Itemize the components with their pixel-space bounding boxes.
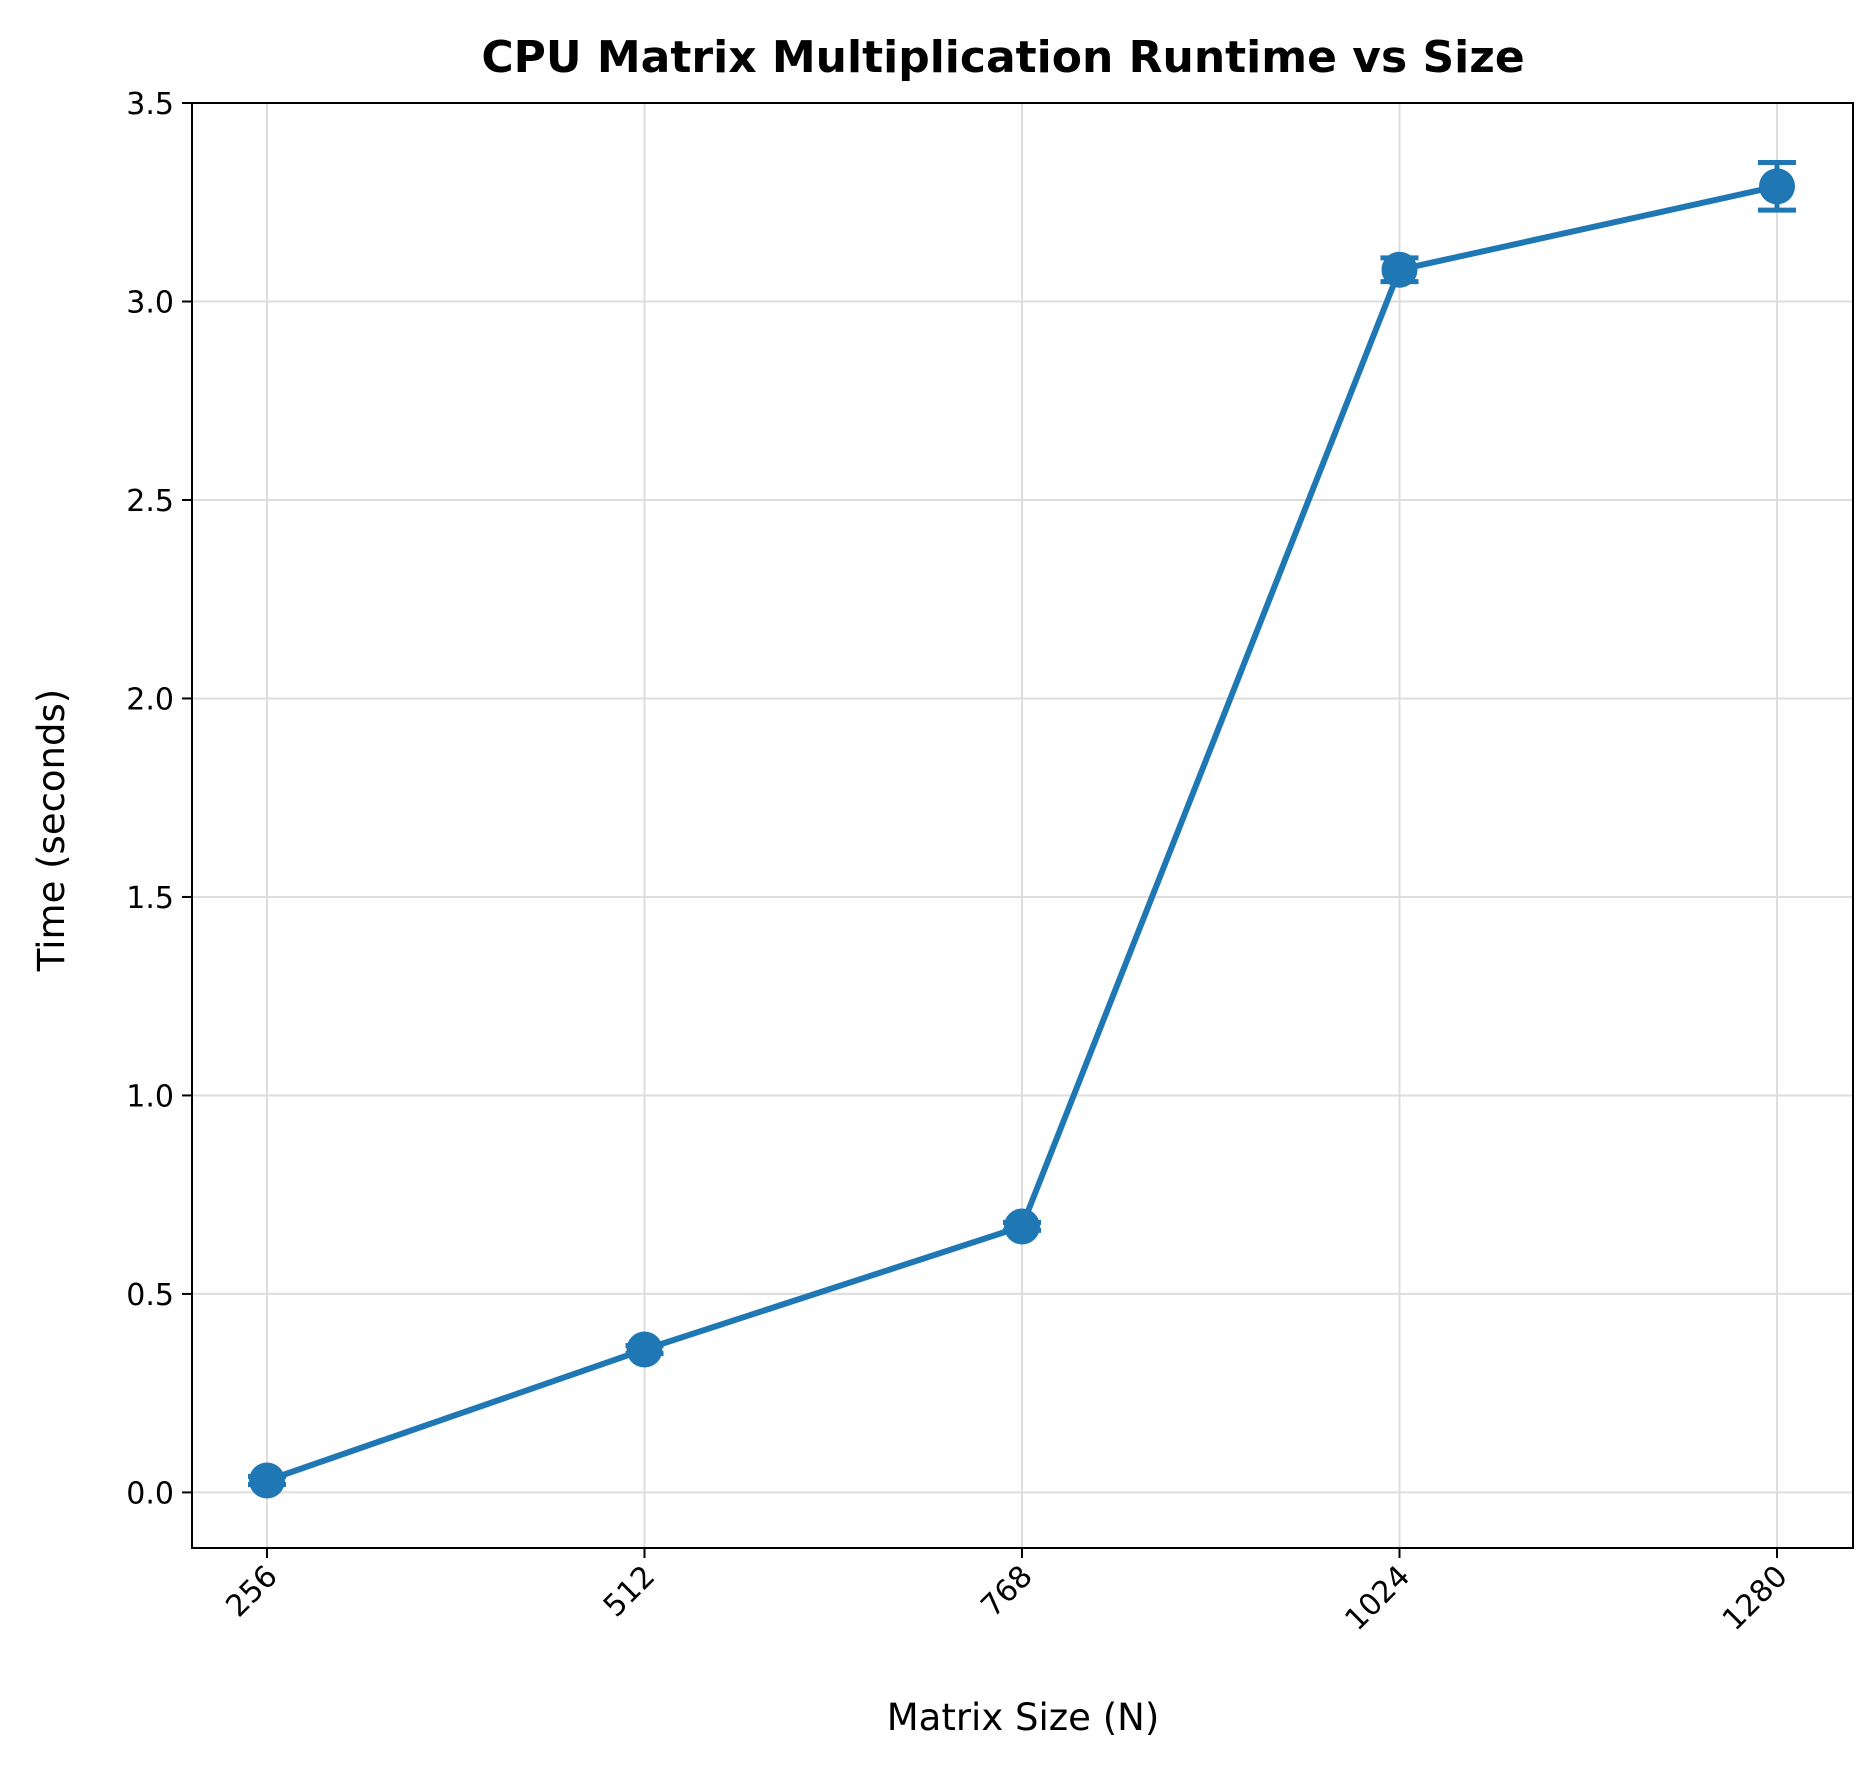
y-tick-label: 3.5 xyxy=(126,87,174,122)
y-tick-label: 1.0 xyxy=(126,1079,174,1114)
y-tick-label: 2.5 xyxy=(126,484,174,519)
y-tick-label: 1.5 xyxy=(126,881,174,916)
y-tick-label: 0.0 xyxy=(126,1476,174,1511)
y-tick-label: 3.0 xyxy=(126,285,174,320)
y-axis-label: Time (seconds) xyxy=(30,689,73,972)
series-line xyxy=(248,160,1796,1499)
data-point xyxy=(1004,1208,1040,1245)
data-point xyxy=(249,1462,285,1499)
data-point xyxy=(626,1331,663,1368)
x-axis-label: Matrix Size (N) xyxy=(887,1696,1160,1739)
data-point xyxy=(1381,251,1418,288)
y-tick-label: 2.0 xyxy=(126,682,174,717)
data-point xyxy=(1759,168,1795,205)
y-tick-label: 0.5 xyxy=(126,1278,174,1313)
chart-title: CPU Matrix Multiplication Runtime vs Siz… xyxy=(481,32,1524,83)
